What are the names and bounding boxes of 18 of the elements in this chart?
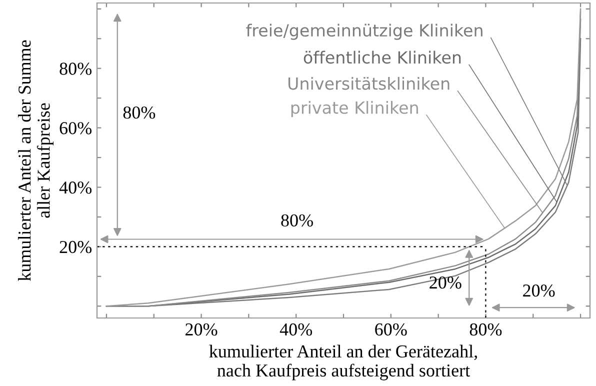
x-tick-label: 80% (470, 323, 502, 336)
y-axis-title: kumulierter Anteil an der Summe aller Kaufpreise (18, 40, 54, 281)
y-tick-label: 20% (60, 240, 92, 254)
x-tick-label: 20% (186, 323, 218, 336)
x-axis-title: kumulierter Anteil an der Gerätezahl, nach Kaufpreis aufsteigend sortiert (209, 344, 477, 380)
annotation: 20% (523, 284, 555, 297)
text: Universitätskliniken (288, 76, 450, 90)
y-tick-label: 40% (59, 182, 92, 194)
x-tick-label: 60% (375, 323, 407, 336)
annotation: 20% (430, 276, 462, 289)
text: öffentliche Kliniken (304, 50, 461, 64)
legend-label: freie/gemeinnützige Kliniken (246, 24, 482, 40)
x-tick-label: 40% (280, 323, 312, 336)
text: private Kliniken (291, 101, 418, 118)
y-tick-label: 60% (60, 122, 92, 134)
annotation: 80% (281, 214, 313, 227)
y-tick-label: 80% (60, 62, 92, 75)
annotation: 80% (123, 106, 156, 119)
